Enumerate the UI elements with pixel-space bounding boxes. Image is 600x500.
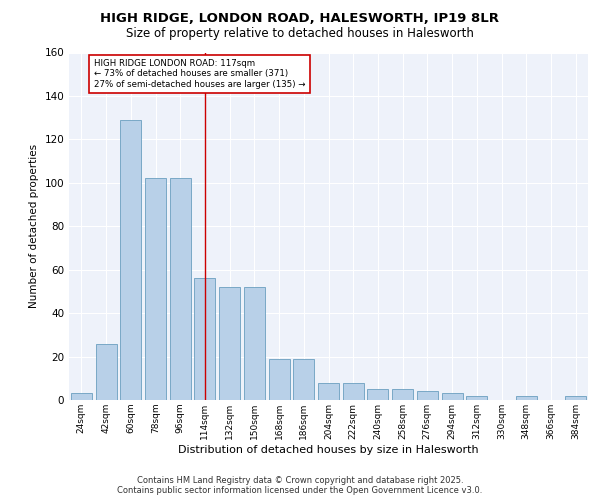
Bar (417, 392, 438, 400)
Text: Contains HM Land Registry data © Crown copyright and database right 2025.
Contai: Contains HM Land Registry data © Crown c… (118, 476, 482, 495)
Bar (442, 394, 463, 400)
Bar (516, 396, 537, 400)
Bar (120, 120, 141, 400)
Bar (565, 396, 586, 400)
X-axis label: Distribution of detached houses by size in Halesworth: Distribution of detached houses by size … (178, 444, 479, 454)
Bar (219, 287, 240, 400)
Text: HIGH RIDGE LONDON ROAD: 117sqm
← 73% of detached houses are smaller (371)
27% of: HIGH RIDGE LONDON ROAD: 117sqm ← 73% of … (94, 59, 305, 89)
Bar (269, 358, 290, 400)
Text: Size of property relative to detached houses in Halesworth: Size of property relative to detached ho… (126, 28, 474, 40)
Bar (170, 178, 191, 400)
Bar (343, 382, 364, 400)
Bar (244, 287, 265, 400)
Bar (71, 394, 92, 400)
Bar (392, 389, 413, 400)
Bar (318, 382, 339, 400)
Bar (95, 344, 116, 400)
Bar (145, 178, 166, 400)
Y-axis label: Number of detached properties: Number of detached properties (29, 144, 39, 308)
Bar (293, 358, 314, 400)
Bar (367, 389, 388, 400)
Bar (466, 396, 487, 400)
Text: HIGH RIDGE, LONDON ROAD, HALESWORTH, IP19 8LR: HIGH RIDGE, LONDON ROAD, HALESWORTH, IP1… (101, 12, 499, 26)
Bar (194, 278, 215, 400)
